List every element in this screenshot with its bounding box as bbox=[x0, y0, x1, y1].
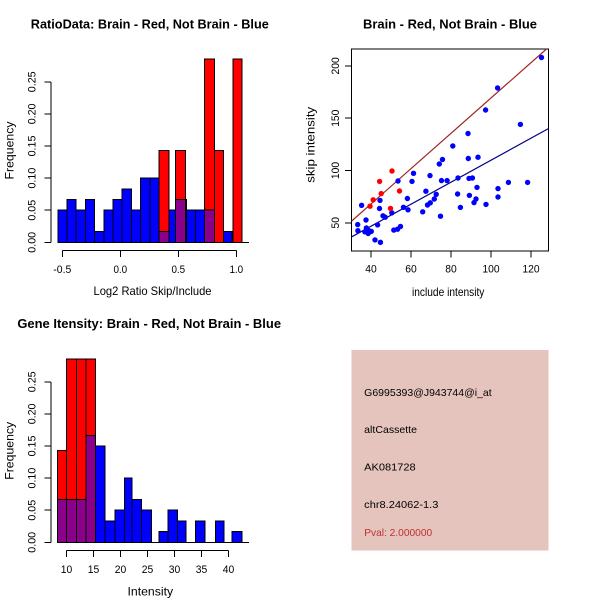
svg-text:Frequency: Frequency bbox=[3, 422, 17, 480]
svg-text:Gene Itensity: Brain - Red, No: Gene Itensity: Brain - Red, Not Brain - … bbox=[17, 316, 281, 331]
svg-text:Intensity: Intensity bbox=[128, 585, 174, 599]
svg-text:Brain - Red, Not Brain - Blue: Brain - Red, Not Brain - Blue bbox=[363, 16, 537, 31]
svg-text:10: 10 bbox=[61, 564, 73, 576]
svg-text:altCassette: altCassette bbox=[364, 425, 417, 436]
svg-text:0.00: 0.00 bbox=[26, 532, 38, 553]
svg-text:80: 80 bbox=[445, 264, 457, 276]
svg-text:40: 40 bbox=[365, 264, 377, 276]
svg-text:100: 100 bbox=[330, 162, 342, 179]
svg-text:Log2 Ratio Skip/Include: Log2 Ratio Skip/Include bbox=[94, 284, 212, 298]
svg-text:0.25: 0.25 bbox=[26, 371, 38, 392]
svg-text:60: 60 bbox=[405, 264, 417, 276]
svg-text:0.00: 0.00 bbox=[26, 232, 38, 253]
svg-text:0.20: 0.20 bbox=[26, 104, 38, 125]
svg-text:0.15: 0.15 bbox=[26, 436, 38, 457]
svg-text:0.05: 0.05 bbox=[26, 200, 38, 221]
svg-text:25: 25 bbox=[142, 564, 154, 576]
svg-text:Pval: 2.000000: Pval: 2.000000 bbox=[364, 528, 432, 539]
svg-text:RatioData: Brain - Red, Not Br: RatioData: Brain - Red, Not Brain - Blue bbox=[31, 16, 269, 31]
svg-text:40: 40 bbox=[223, 564, 235, 576]
svg-text:include intensity: include intensity bbox=[412, 285, 484, 299]
svg-text:0.10: 0.10 bbox=[26, 468, 38, 489]
svg-text:200: 200 bbox=[330, 57, 342, 74]
svg-text:0.05: 0.05 bbox=[26, 500, 38, 521]
svg-text:-0.5: -0.5 bbox=[53, 264, 71, 276]
svg-text:35: 35 bbox=[196, 564, 208, 576]
svg-text:0.10: 0.10 bbox=[26, 168, 38, 189]
svg-text:30: 30 bbox=[169, 564, 181, 576]
svg-text:0.20: 0.20 bbox=[26, 404, 38, 425]
svg-text:20: 20 bbox=[115, 564, 127, 576]
svg-text:150: 150 bbox=[330, 110, 342, 127]
svg-text:AK081728: AK081728 bbox=[364, 463, 416, 474]
svg-text:100: 100 bbox=[482, 264, 499, 276]
svg-text:Frequency: Frequency bbox=[3, 122, 17, 180]
svg-text:G6995393@J943744@i_at: G6995393@J943744@i_at bbox=[364, 388, 492, 399]
svg-text:0.15: 0.15 bbox=[26, 136, 38, 157]
svg-text:0.5: 0.5 bbox=[171, 264, 185, 276]
svg-text:50: 50 bbox=[330, 217, 342, 229]
svg-text:1.0: 1.0 bbox=[229, 264, 243, 276]
svg-text:skip intensity: skip intensity bbox=[303, 107, 317, 183]
svg-text:0.0: 0.0 bbox=[113, 264, 127, 276]
svg-text:120: 120 bbox=[522, 264, 539, 276]
svg-text:15: 15 bbox=[88, 564, 100, 576]
svg-text:0.25: 0.25 bbox=[26, 71, 38, 92]
svg-text:chr8.24062-1.3: chr8.24062-1.3 bbox=[364, 500, 438, 511]
